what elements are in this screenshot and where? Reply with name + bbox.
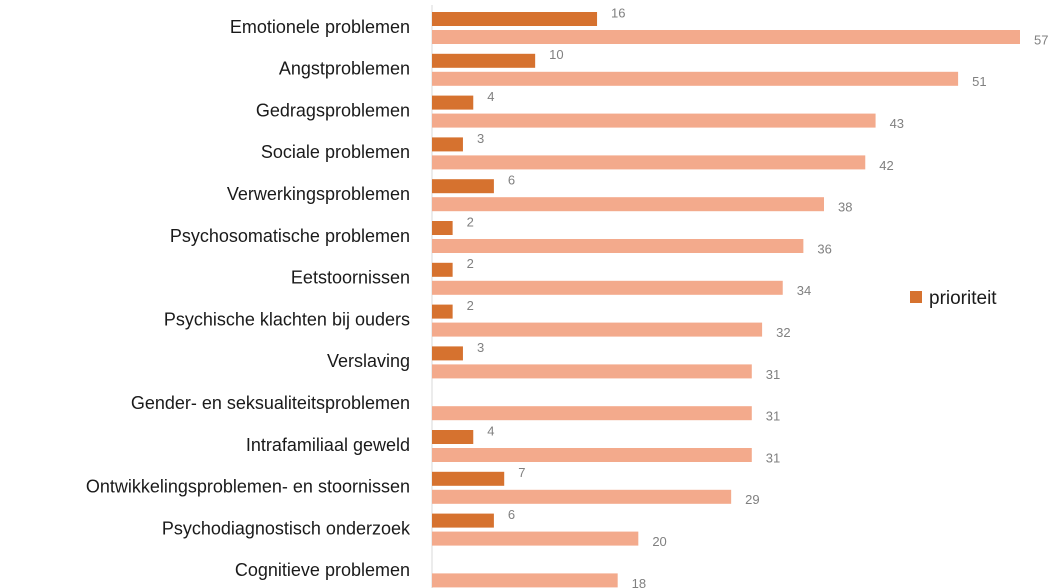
value-label: 51 (972, 74, 986, 89)
bar (432, 113, 876, 128)
bar (432, 221, 453, 235)
category-label: Psychosomatische problemen (170, 226, 410, 246)
bar (432, 262, 453, 277)
value-label: 6 (508, 507, 515, 522)
value-label: 7 (518, 465, 525, 480)
bar (432, 471, 505, 486)
bar (432, 137, 463, 152)
bar (432, 346, 463, 361)
bar (432, 430, 474, 444)
category-label: Verwerkingsproblemen (227, 184, 410, 204)
category-label: Emotionele problemen (230, 17, 410, 37)
bar (432, 513, 494, 528)
value-label: 43 (890, 116, 904, 131)
value-label: 18 (632, 576, 646, 588)
bar (432, 30, 1020, 44)
bar (432, 489, 732, 504)
value-label: 36 (817, 241, 831, 256)
value-label: 16 (611, 5, 625, 20)
bar (432, 322, 763, 337)
bar (432, 304, 453, 319)
category-label: Gender- en seksualiteitsproblemen (131, 393, 410, 413)
bar (432, 12, 598, 26)
category-label: Cognitieve problemen (235, 560, 410, 580)
value-label: 34 (797, 283, 811, 298)
category-label: Gedragsproblemen (256, 100, 410, 120)
bar (432, 573, 618, 588)
category-label: Psychodiagnostisch onderzoek (162, 518, 411, 538)
value-label: 42 (879, 158, 893, 173)
value-label: 2 (467, 214, 474, 229)
category-label: Psychische klachten bij ouders (164, 309, 410, 329)
value-label: 2 (467, 298, 474, 313)
bar (432, 179, 494, 194)
bar (432, 197, 824, 212)
value-label: 4 (487, 89, 494, 104)
value-label: 29 (745, 492, 759, 507)
value-label: 10 (549, 47, 563, 62)
value-label: 2 (467, 256, 474, 271)
bar (432, 71, 959, 86)
category-label: Sociale problemen (261, 142, 410, 162)
legend-label: prioriteit (929, 288, 997, 309)
value-label: 31 (766, 367, 780, 382)
bar (432, 280, 783, 295)
bar (432, 155, 866, 170)
bar (432, 448, 752, 462)
value-label: 4 (487, 423, 494, 438)
value-label: 6 (508, 173, 515, 188)
bar (432, 364, 752, 379)
bar (432, 531, 639, 546)
value-label: 38 (838, 200, 852, 215)
bar (432, 406, 752, 421)
bar (432, 95, 474, 110)
category-label: Ontwikkelingsproblemen- en stoornissen (86, 477, 410, 497)
value-label: 32 (776, 325, 790, 340)
bar (432, 239, 804, 253)
value-label: 57 (1034, 32, 1048, 47)
category-label: Verslaving (327, 351, 410, 371)
bar (432, 53, 536, 68)
value-label: 3 (477, 340, 484, 355)
value-label: 31 (766, 409, 780, 424)
value-label: 20 (652, 534, 666, 549)
category-label: Angstproblemen (279, 59, 410, 79)
category-label: Intrafamiliaal geweld (246, 435, 410, 455)
value-label: 3 (477, 131, 484, 146)
category-label: Eetstoornissen (291, 268, 410, 288)
value-label: 31 (766, 450, 780, 465)
legend-swatch (910, 291, 922, 303)
